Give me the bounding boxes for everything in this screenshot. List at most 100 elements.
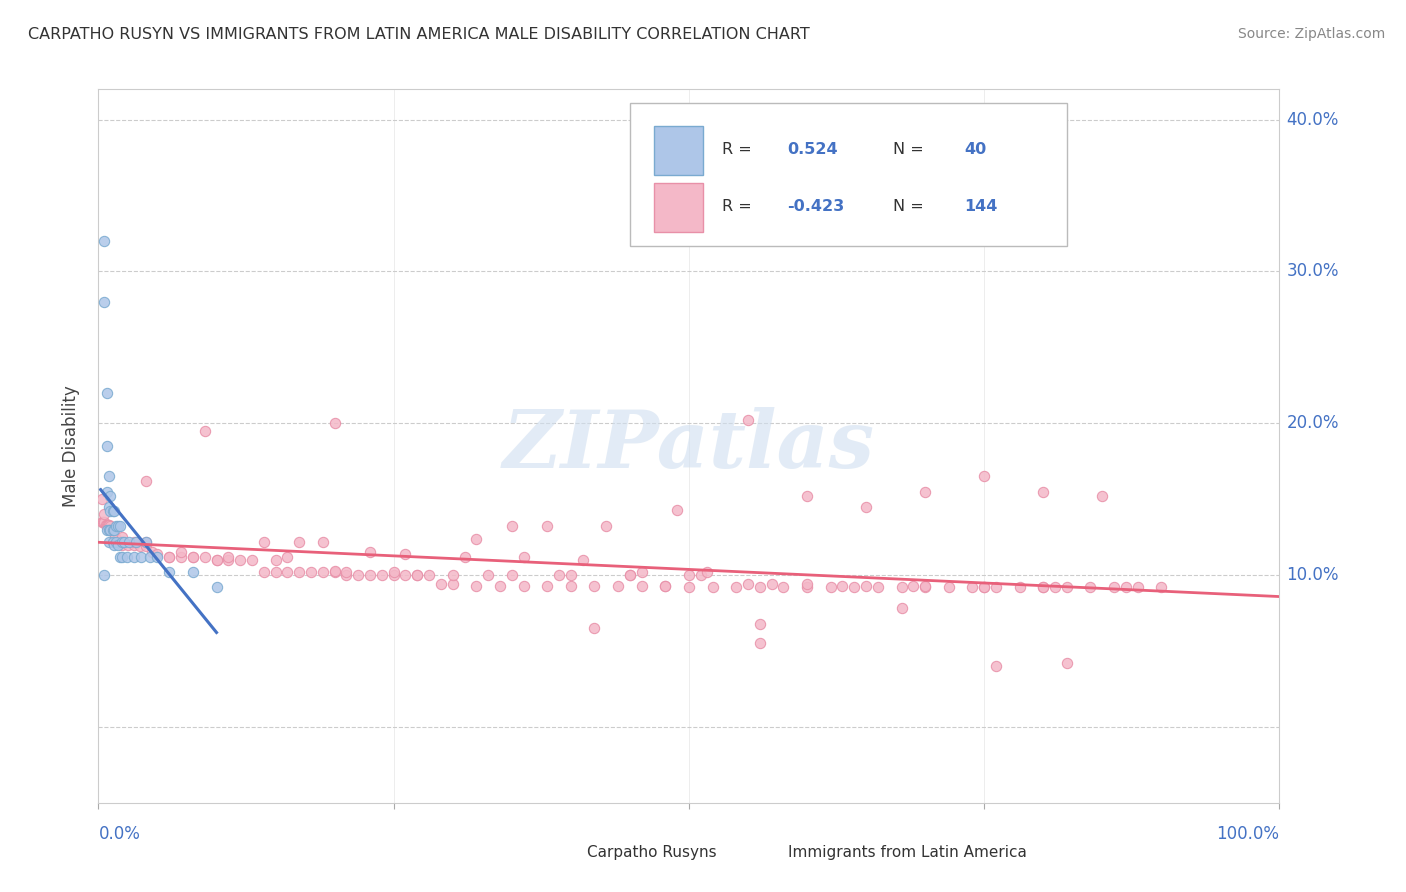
Point xyxy=(347,568,370,582)
Point xyxy=(93,294,115,309)
Point xyxy=(107,538,129,552)
Point xyxy=(128,539,150,553)
Text: 20.0%: 20.0% xyxy=(1286,414,1339,433)
Text: ZIPatlas: ZIPatlas xyxy=(503,408,875,484)
FancyBboxPatch shape xyxy=(546,835,575,871)
Point xyxy=(91,492,114,507)
Point xyxy=(111,534,134,549)
Point xyxy=(477,568,499,582)
FancyBboxPatch shape xyxy=(654,126,703,175)
Text: R =: R = xyxy=(723,200,756,214)
Point xyxy=(501,568,523,582)
Point xyxy=(98,534,121,549)
Point xyxy=(217,553,239,567)
Point xyxy=(323,564,346,578)
FancyBboxPatch shape xyxy=(630,103,1067,246)
Point xyxy=(820,580,842,594)
Point xyxy=(264,553,287,567)
Point xyxy=(98,469,121,483)
Point xyxy=(157,549,180,564)
Point xyxy=(181,549,204,564)
Text: R =: R = xyxy=(723,143,756,157)
Point xyxy=(253,565,276,579)
Point xyxy=(890,601,912,615)
Point xyxy=(181,549,204,564)
Point xyxy=(93,508,115,522)
Point xyxy=(135,534,157,549)
Point xyxy=(117,538,139,552)
Point xyxy=(630,565,652,579)
Point xyxy=(205,580,228,594)
Point xyxy=(973,580,995,594)
Point xyxy=(560,568,582,582)
Point xyxy=(536,519,558,533)
Point xyxy=(94,518,117,533)
Point xyxy=(1150,580,1173,594)
Text: N =: N = xyxy=(893,200,929,214)
Text: Source: ZipAtlas.com: Source: ZipAtlas.com xyxy=(1237,27,1385,41)
Text: 40.0%: 40.0% xyxy=(1286,111,1339,128)
Point xyxy=(181,565,204,579)
Point xyxy=(122,538,145,552)
Point xyxy=(91,515,114,529)
Point xyxy=(903,579,925,593)
Point xyxy=(98,504,121,518)
Point xyxy=(761,577,783,591)
Point xyxy=(654,579,676,593)
Point xyxy=(501,519,523,533)
Point xyxy=(595,519,617,533)
Point xyxy=(583,579,606,593)
Point xyxy=(122,549,145,564)
Point xyxy=(111,538,134,552)
Point xyxy=(984,580,1007,594)
Point xyxy=(335,568,357,582)
Point xyxy=(441,577,464,591)
Point xyxy=(93,234,115,248)
Text: 40: 40 xyxy=(965,143,987,157)
Point xyxy=(135,534,157,549)
Point xyxy=(217,549,239,564)
Point xyxy=(122,534,145,549)
Point xyxy=(107,519,129,533)
Point xyxy=(678,580,700,594)
Y-axis label: Male Disability: Male Disability xyxy=(62,385,80,507)
Point xyxy=(157,565,180,579)
Point xyxy=(299,565,322,579)
Point xyxy=(1102,580,1125,594)
Point xyxy=(96,385,118,400)
Point xyxy=(748,636,770,650)
Point xyxy=(98,518,121,533)
Point xyxy=(240,553,263,567)
Point xyxy=(98,523,121,537)
Point xyxy=(111,549,134,564)
Point xyxy=(276,549,298,564)
Point xyxy=(583,621,606,635)
Point xyxy=(276,565,298,579)
Point xyxy=(93,568,115,582)
Point xyxy=(1032,580,1054,594)
Point xyxy=(108,519,131,533)
Point xyxy=(1091,489,1114,503)
Point xyxy=(536,579,558,593)
Point xyxy=(253,534,276,549)
Point xyxy=(98,500,121,514)
Point xyxy=(1080,580,1102,594)
Point xyxy=(371,568,394,582)
Point xyxy=(288,534,311,549)
Point xyxy=(96,518,118,533)
Point xyxy=(748,616,770,631)
Point xyxy=(938,580,960,594)
Point xyxy=(111,530,134,544)
Point xyxy=(1032,484,1054,499)
Point xyxy=(105,534,128,549)
Point xyxy=(630,579,652,593)
Text: 144: 144 xyxy=(965,200,997,214)
Point xyxy=(430,577,453,591)
Point xyxy=(103,538,125,552)
Point xyxy=(914,579,936,593)
Text: Immigrants from Latin America: Immigrants from Latin America xyxy=(789,846,1026,860)
Point xyxy=(205,553,228,567)
Point xyxy=(141,545,163,559)
Point xyxy=(105,534,128,549)
Point xyxy=(97,518,120,533)
